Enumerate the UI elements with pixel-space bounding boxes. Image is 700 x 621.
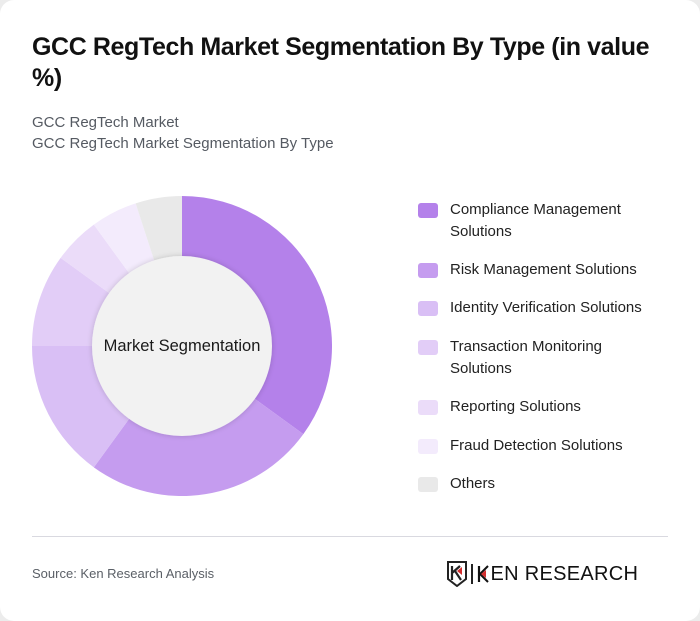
logo-separator — [471, 564, 473, 584]
legend-item-risk-management[interactable]: Risk Management Solutions — [418, 259, 675, 281]
legend-item-others[interactable]: Others — [418, 473, 675, 495]
legend-label: Reporting Solutions — [450, 398, 581, 415]
legend-item-fraud-detection[interactable]: Fraud Detection Solutions — [418, 435, 675, 457]
donut-slices — [32, 196, 332, 496]
legend-label: Compliance Management Solutions — [450, 201, 621, 240]
legend-swatch — [418, 203, 438, 218]
legend-item-identity-verification[interactable]: Identity Verification Solutions — [418, 297, 675, 319]
donut-slice[interactable] — [135, 196, 182, 263]
source-note: Source: Ken Research Analysis — [32, 566, 215, 581]
donut-svg — [32, 196, 332, 496]
donut-slice[interactable] — [60, 224, 131, 295]
donut-slice[interactable] — [32, 257, 111, 346]
donut-center — [92, 256, 272, 436]
chart-subtitle-segmentation: GCC RegTech Market Segmentation By Type — [32, 135, 334, 152]
legend-swatch — [418, 477, 438, 492]
donut-slice[interactable] — [93, 203, 155, 275]
ken-research-logo: EN RESEARCH — [447, 560, 638, 588]
legend-label: Others — [450, 475, 496, 492]
logo-k-icon — [477, 565, 489, 583]
legend-swatch — [418, 301, 438, 316]
chart-subtitle-market: GCC RegTech Market — [32, 114, 179, 131]
footer-divider — [32, 536, 668, 537]
legend-label: Transaction Monitoring Solutions — [450, 338, 603, 377]
legend-swatch — [418, 340, 438, 355]
logo-text: EN RESEARCH — [490, 562, 639, 585]
legend-item-reporting[interactable]: Reporting Solutions — [418, 396, 675, 418]
legend-item-compliance-management[interactable]: Compliance Management Solutions — [418, 199, 675, 243]
legend-label: Identity Verification Solutions — [450, 299, 642, 316]
legend-label: Risk Management Solutions — [450, 261, 637, 278]
donut-chart: Market Segmentation — [32, 196, 332, 496]
donut-slice[interactable] — [32, 346, 131, 468]
legend-swatch — [418, 400, 438, 415]
legend-item-transaction-monitoring[interactable]: Transaction Monitoring Solutions — [418, 336, 630, 380]
chart-title: GCC RegTech Market Segmentation By Type … — [32, 33, 650, 92]
donut-slice[interactable] — [182, 196, 332, 435]
donut-slice[interactable] — [93, 397, 304, 496]
legend-swatch — [418, 439, 438, 454]
legend-swatch — [418, 263, 438, 278]
shield-k-icon — [447, 561, 467, 587]
legend-label: Fraud Detection Solutions — [450, 437, 623, 454]
